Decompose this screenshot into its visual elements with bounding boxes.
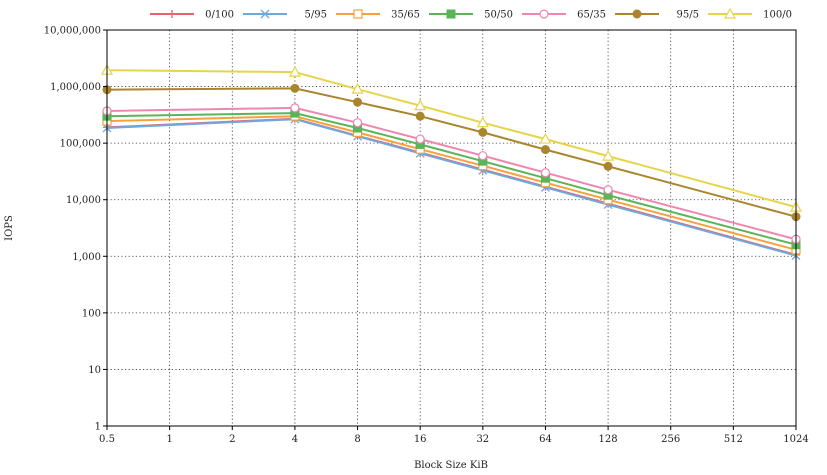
x-tick-label: 2 <box>229 434 235 445</box>
legend-marker <box>168 10 176 18</box>
legend-marker <box>446 9 456 19</box>
data-point-100-0 <box>288 65 301 77</box>
data-point-100-0 <box>414 99 427 111</box>
series-line-5-95 <box>106 118 797 257</box>
data-point-65-35 <box>352 118 363 128</box>
legend-marker <box>632 9 642 19</box>
x-axis-title: Block Size KiB <box>414 460 488 471</box>
legend-label: 35/65 <box>391 10 420 21</box>
y-tick-label: 100,000 <box>60 139 101 150</box>
data-point-100-0 <box>602 149 615 161</box>
data-point-65-35 <box>290 103 300 113</box>
data-point-95-5 <box>603 161 613 171</box>
legend-item-100-0: 100/0 <box>708 7 792 21</box>
legend-label: 50/50 <box>484 10 513 21</box>
y-tick-label: 100 <box>82 308 101 319</box>
data-point-95-5 <box>290 83 300 93</box>
data-point-100-0 <box>476 116 489 128</box>
series-95-5 <box>102 83 801 222</box>
legend-item-95-5: 95/5 <box>615 9 699 21</box>
y-axis-ticks: 1 10 100 1,000 10,000 100,000 1,000,000 10,000,… <box>44 26 107 433</box>
x-tick-label: 128 <box>599 434 618 445</box>
legend: 0/100 5/95 35/65 50/50 65/35 95/5 100/0 <box>150 7 792 21</box>
series-line-100-0 <box>106 69 797 209</box>
x-tick-label: 32 <box>476 434 489 445</box>
data-point-95-5 <box>478 127 488 137</box>
series-35-65 <box>102 111 801 255</box>
legend-label: 95/5 <box>677 10 699 21</box>
legend-item-65-35: 65/35 <box>522 9 606 21</box>
y-tick-label: 10,000 <box>66 195 101 206</box>
y-tick-label: 1,000 <box>72 252 101 263</box>
data-point-100-0 <box>539 132 552 144</box>
data-point-65-35 <box>603 185 613 195</box>
y-tick-label: 1,000,000 <box>50 82 101 93</box>
series-100-0 <box>100 63 803 212</box>
series-line-95-5 <box>106 87 797 218</box>
data-point-95-5 <box>415 111 425 121</box>
x-tick-label: 4 <box>292 434 298 445</box>
x-tick-label: 256 <box>661 434 680 445</box>
x-tick-label: 8 <box>354 434 360 445</box>
data-point-100-0 <box>351 82 364 94</box>
y-tick-label: 10 <box>88 365 101 376</box>
legend-label: 65/35 <box>577 10 606 21</box>
legend-item-35-65: 35/65 <box>336 9 420 21</box>
series-line-65-35 <box>106 106 797 241</box>
legend-label: 0/100 <box>205 10 234 21</box>
x-tick-label: 0.5 <box>99 434 115 445</box>
legend-item-50-50: 50/50 <box>429 9 513 21</box>
grid <box>107 30 796 426</box>
series-5-95 <box>102 114 801 261</box>
series-50-50 <box>102 108 801 250</box>
x-axis-ticks: 0.5 1 2 4 8 16 32 64 128 256 512 1024 <box>99 426 809 445</box>
data-point-65-35 <box>415 134 425 144</box>
legend-marker <box>539 9 549 19</box>
legend-marker <box>723 7 737 19</box>
legend-label: 100/0 <box>763 10 792 21</box>
x-tick-label: 512 <box>724 434 743 445</box>
plot-area <box>106 29 797 427</box>
legend-marker <box>260 9 270 19</box>
legend-item-0-100: 0/100 <box>150 10 234 21</box>
series-line-35-65 <box>106 115 797 251</box>
legend-label: 5/95 <box>305 10 327 21</box>
y-tick-label: 1 <box>95 422 101 433</box>
series-0-100 <box>103 114 800 259</box>
data-point-95-5 <box>353 97 363 107</box>
x-tick-label: 64 <box>539 434 552 445</box>
x-tick-label: 1 <box>166 434 172 445</box>
data-point-65-35 <box>478 151 488 161</box>
x-tick-label: 16 <box>414 434 427 445</box>
y-axis-title: IOPS <box>4 215 15 241</box>
x-tick-label: 1024 <box>783 434 808 445</box>
data-point-65-35 <box>540 168 551 178</box>
legend-marker <box>353 9 363 19</box>
series-line-0-100 <box>106 117 797 256</box>
y-tick-label: 10,000,000 <box>44 26 101 37</box>
data-point-95-5 <box>540 145 550 155</box>
series-lines <box>100 63 803 261</box>
legend-item-5-95: 5/95 <box>243 10 327 21</box>
series-line-50-50 <box>106 112 797 246</box>
